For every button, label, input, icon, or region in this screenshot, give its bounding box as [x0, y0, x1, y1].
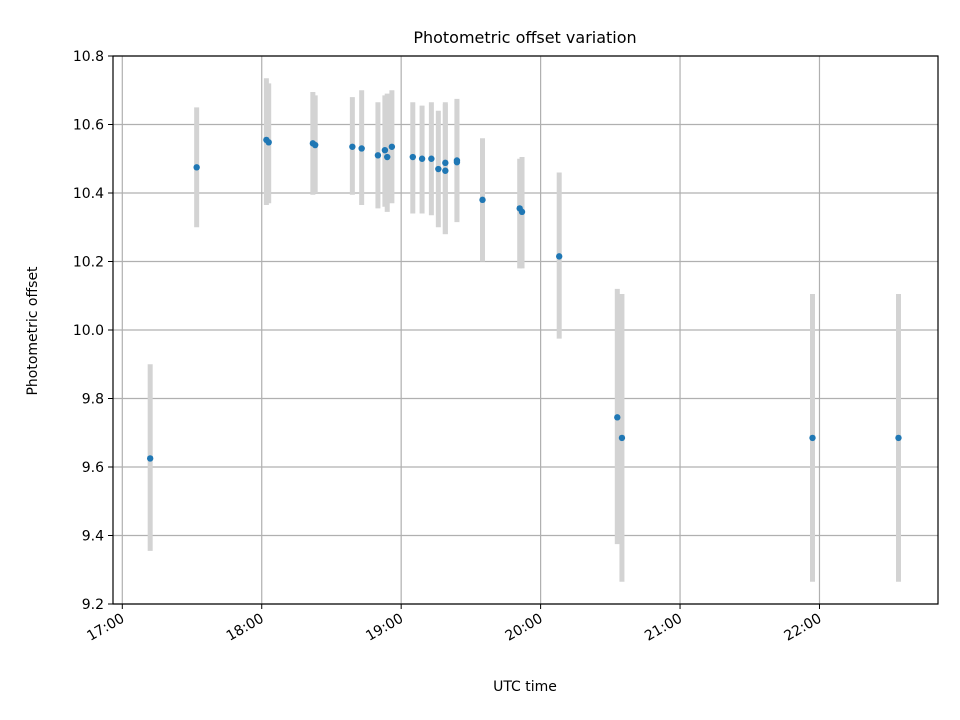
data-point [265, 139, 272, 146]
data-point [479, 196, 486, 204]
data-point [895, 434, 902, 442]
x-tick-label: 21:00 [642, 611, 685, 645]
y-tick-label: 9.4 [82, 529, 104, 545]
data-point [358, 145, 365, 152]
data-point [384, 153, 391, 161]
chart-title: Photometric offset variation [413, 28, 636, 47]
data-point [311, 141, 319, 149]
y-tick-label: 9.8 [82, 392, 104, 408]
data-point [428, 155, 435, 162]
x-tick-label: 17:00 [84, 611, 127, 645]
data-point [453, 158, 461, 166]
y-tick-label: 10.6 [73, 118, 104, 134]
y-tick-label: 10.2 [73, 255, 104, 271]
x-tick-label: 20:00 [503, 611, 546, 645]
data-point [614, 414, 621, 421]
y-tick-label: 9.2 [82, 597, 104, 613]
data-point [442, 159, 449, 167]
data-points [146, 136, 902, 462]
data-point [618, 434, 626, 442]
data-point [409, 153, 416, 161]
y-axis-label: Photometric offset [25, 266, 41, 396]
data-point [193, 164, 200, 171]
y-tick-label: 10.4 [73, 186, 104, 202]
data-point [388, 143, 396, 150]
grid [113, 55, 938, 605]
y-tick-label: 9.6 [82, 460, 104, 476]
data-point [518, 208, 526, 216]
data-point [809, 434, 816, 442]
data-point [374, 152, 382, 159]
data-point [418, 155, 426, 162]
x-tick-label: 19:00 [363, 611, 406, 645]
x-tick-label: 22:00 [782, 611, 825, 645]
y-axis-ticks: 9.2 9.4 9.6 9.8 10.0 10.2 10.4 10.6 10.8 [73, 49, 113, 613]
data-point [146, 455, 154, 462]
x-axis-label: UTC time [493, 679, 557, 695]
data-point [381, 146, 389, 154]
x-tick-label: 18:00 [224, 611, 267, 645]
y-tick-label: 10.0 [73, 323, 104, 339]
y-tick-label: 10.8 [73, 49, 104, 65]
data-point [442, 167, 449, 174]
x-axis-ticks: 17:00 18:00 19:00 20:00 21:00 22:00 [84, 604, 824, 645]
data-point [349, 143, 356, 150]
data-point [435, 165, 442, 173]
data-point [555, 253, 563, 260]
